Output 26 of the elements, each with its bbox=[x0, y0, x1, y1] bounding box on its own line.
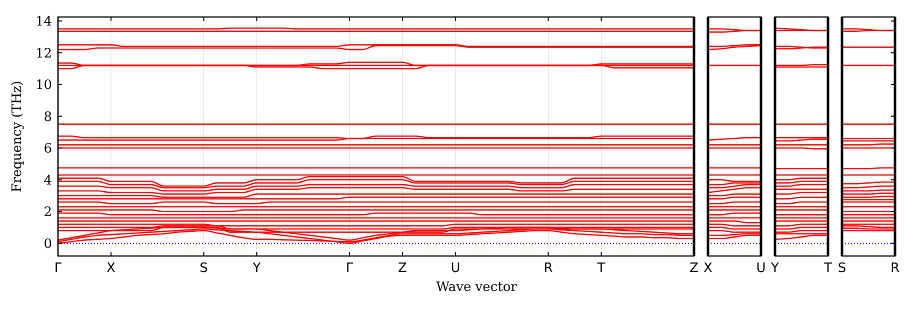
y-tick-label: 12 bbox=[35, 46, 52, 62]
x-tick-label: Y bbox=[252, 261, 261, 276]
x-tick-label: R bbox=[890, 261, 900, 276]
x-tick-label: Z bbox=[690, 261, 699, 276]
x-tick-label: X bbox=[704, 261, 713, 276]
x-axis-title: Wave vector bbox=[436, 280, 518, 295]
y-tick-label: 8 bbox=[44, 110, 52, 125]
x-tick-label: Y bbox=[770, 261, 780, 276]
x-tick-label: Γ bbox=[346, 261, 354, 276]
y-tick-label: 6 bbox=[44, 142, 52, 157]
y-tick-label: 4 bbox=[44, 173, 52, 188]
y-tick-label: 14 bbox=[35, 14, 52, 30]
y-axis-title: Frequency (THz) bbox=[10, 80, 25, 192]
x-tick-label: S bbox=[838, 261, 846, 276]
x-tick-label: T bbox=[823, 261, 832, 276]
x-tick-label: R bbox=[544, 261, 553, 276]
x-tick-label: T bbox=[596, 261, 606, 276]
x-tick-label: Z bbox=[398, 261, 408, 276]
y-tick-label: 10 bbox=[35, 78, 52, 94]
x-tick-label: U bbox=[450, 261, 460, 276]
x-tick-label: Γ bbox=[54, 261, 62, 276]
y-tick-label: 0 bbox=[44, 236, 52, 252]
x-tick-label: U bbox=[756, 261, 766, 276]
y-tick-label: 2 bbox=[44, 205, 52, 220]
x-tick-label: S bbox=[200, 261, 208, 276]
x-tick-label: X bbox=[106, 261, 116, 276]
